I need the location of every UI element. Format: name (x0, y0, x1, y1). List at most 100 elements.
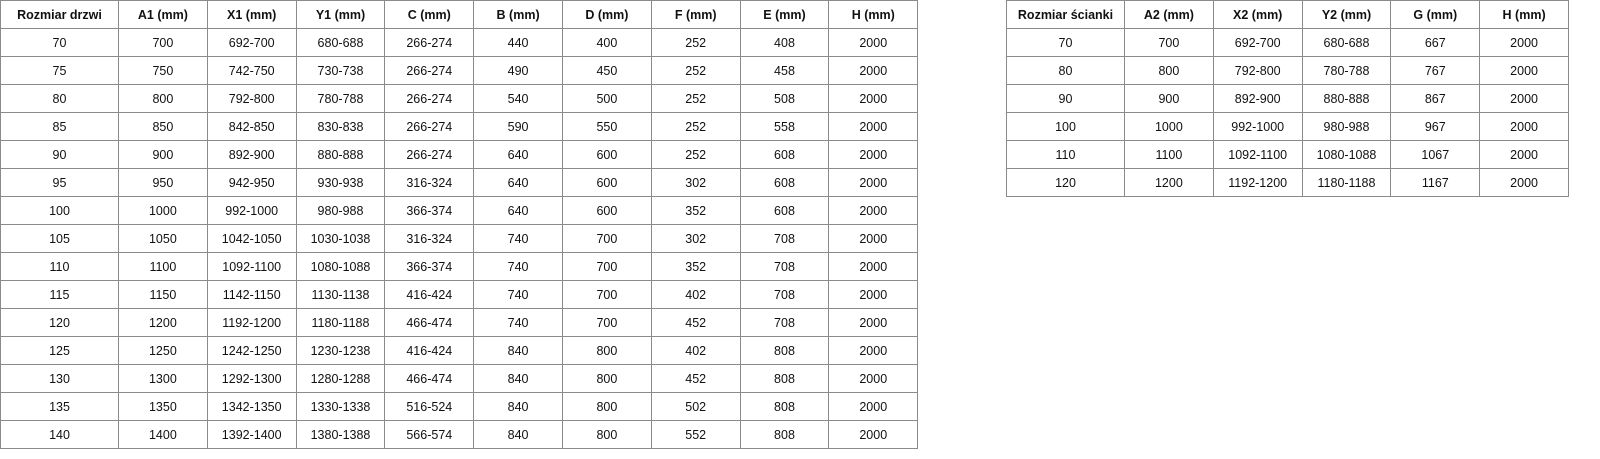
table-cell: 352 (650, 252, 741, 281)
table-row: 70 700 692-700 680-688 667 2000 (1006, 28, 1569, 57)
table-cell: 1300 (118, 364, 208, 393)
table-cell: 830-838 (295, 112, 386, 141)
table-cell: 302 (650, 224, 741, 253)
column-header: C (mm) (384, 0, 475, 29)
table-cell: 502 (650, 392, 741, 421)
table-cell: 1330-1338 (295, 392, 386, 421)
table-cell: 550 (561, 112, 652, 141)
column-header: H (mm) (828, 0, 919, 29)
column-header: Y1 (mm) (295, 0, 386, 29)
table-cell: 600 (561, 140, 652, 169)
table-cell: 930-938 (295, 168, 386, 197)
table-cell: 452 (650, 308, 741, 337)
table-cell: 1000 (1124, 112, 1214, 141)
table-cell: 880-888 (295, 140, 386, 169)
table-cell: 450 (561, 56, 652, 85)
column-header: D (mm) (561, 0, 652, 29)
table-cell: 2000 (828, 56, 919, 85)
table-cell: 266-274 (384, 28, 475, 57)
table-cell: 692-700 (206, 28, 297, 57)
table-row: 105 1050 1042-1050 1030-1038 316-324 740 700 30… (0, 224, 919, 253)
table-cell: 1350 (118, 392, 208, 421)
table-cell: 1142-1150 (206, 280, 297, 309)
table-row: 120 1200 1192-1200 1180-1188 466-474 740 700 45… (0, 308, 919, 337)
table-cell: 366-374 (384, 196, 475, 225)
table-cell: 1092-1100 (1212, 140, 1303, 169)
column-header: X2 (mm) (1212, 0, 1303, 29)
table-cell: 700 (561, 252, 652, 281)
table-cell: 980-988 (295, 196, 386, 225)
table-cell: 600 (561, 196, 652, 225)
table-cell: 708 (739, 252, 830, 281)
table-cell: 100 (0, 196, 119, 225)
table-cell: 2000 (1479, 140, 1569, 169)
table-cell: 800 (561, 364, 652, 393)
table-cell: 1392-1400 (206, 420, 297, 449)
table-row: 75 750 742-750 730-738 266-274 490 450 252 458 20… (0, 56, 919, 85)
table-cell: 850 (118, 112, 208, 141)
table-cell: 880-888 (1301, 84, 1392, 113)
table-cell: 708 (739, 280, 830, 309)
column-header: X1 (mm) (206, 0, 297, 29)
table-cell: 2000 (1479, 28, 1569, 57)
table-cell: 840 (473, 392, 563, 421)
table-cell: 2000 (828, 196, 919, 225)
table-cell: 1092-1100 (206, 252, 297, 281)
table-cell: 1050 (118, 224, 208, 253)
table-row: 85 850 842-850 830-838 266-274 590 550 252 558 20… (0, 112, 919, 141)
column-header: A2 (mm) (1124, 0, 1214, 29)
table-cell: 2000 (828, 336, 919, 365)
table-cell: 800 (561, 392, 652, 421)
table-cell: 600 (561, 168, 652, 197)
table-cell: 316-324 (384, 224, 475, 253)
table-cell: 840 (473, 364, 563, 393)
table-cell: 2000 (828, 28, 919, 57)
table-cell: 558 (739, 112, 830, 141)
table-cell: 740 (473, 308, 563, 337)
table-cell: 1250 (118, 336, 208, 365)
table-cell: 1180-1188 (1301, 168, 1392, 197)
table-cell: 100 (1006, 112, 1125, 141)
table-cell: 767 (1390, 56, 1481, 85)
table-cell: 800 (561, 420, 652, 449)
table-cell: 1030-1038 (295, 224, 386, 253)
table-cell: 302 (650, 168, 741, 197)
table-cell: 266-274 (384, 112, 475, 141)
table-row: 110 1100 1092-1100 1080-1088 366-374 740 700 35… (0, 252, 919, 281)
table-cell: 780-788 (295, 84, 386, 113)
table-cell: 416-424 (384, 280, 475, 309)
table-header-row: Rozmiar ścianki A2 (mm) X2 (mm) Y2 (mm) G (m… (1006, 0, 1569, 29)
table-cell: 516-524 (384, 392, 475, 421)
table-cell: 1342-1350 (206, 392, 297, 421)
table-cell: 692-700 (1212, 28, 1303, 57)
table-cell: 508 (739, 84, 830, 113)
table-cell: 90 (0, 140, 119, 169)
table-cell: 740 (473, 252, 563, 281)
table-cell: 266-274 (384, 56, 475, 85)
table-cell: 1180-1188 (295, 308, 386, 337)
table-cell: 80 (1006, 56, 1125, 85)
table-cell: 1230-1238 (295, 336, 386, 365)
table-cell: 900 (118, 140, 208, 169)
table-cell: 402 (650, 280, 741, 309)
table-cell: 70 (1006, 28, 1125, 57)
table-cell: 80 (0, 84, 119, 113)
table-cell: 700 (561, 224, 652, 253)
table-cell: 900 (1124, 84, 1214, 113)
table-cell: 1130-1138 (295, 280, 386, 309)
table-row: 120 1200 1192-1200 1180-1188 1167 2000 (1006, 168, 1569, 197)
table-cell: 1080-1088 (1301, 140, 1392, 169)
table-cell: 130 (0, 364, 119, 393)
table-cell: 552 (650, 420, 741, 449)
table-row: 135 1350 1342-1350 1330-1338 516-524 840 800 50… (0, 392, 919, 421)
table-cell: 640 (473, 168, 563, 197)
table-cell: 352 (650, 196, 741, 225)
table-cell: 2000 (828, 168, 919, 197)
table-cell: 125 (0, 336, 119, 365)
table-cell: 842-850 (206, 112, 297, 141)
table-row: 70 700 692-700 680-688 266-274 440 400 252 408 20… (0, 28, 919, 57)
table-cell: 2000 (828, 280, 919, 309)
table-cell: 700 (1124, 28, 1214, 57)
table-cell: 800 (1124, 56, 1214, 85)
table-cell: 967 (1390, 112, 1481, 141)
